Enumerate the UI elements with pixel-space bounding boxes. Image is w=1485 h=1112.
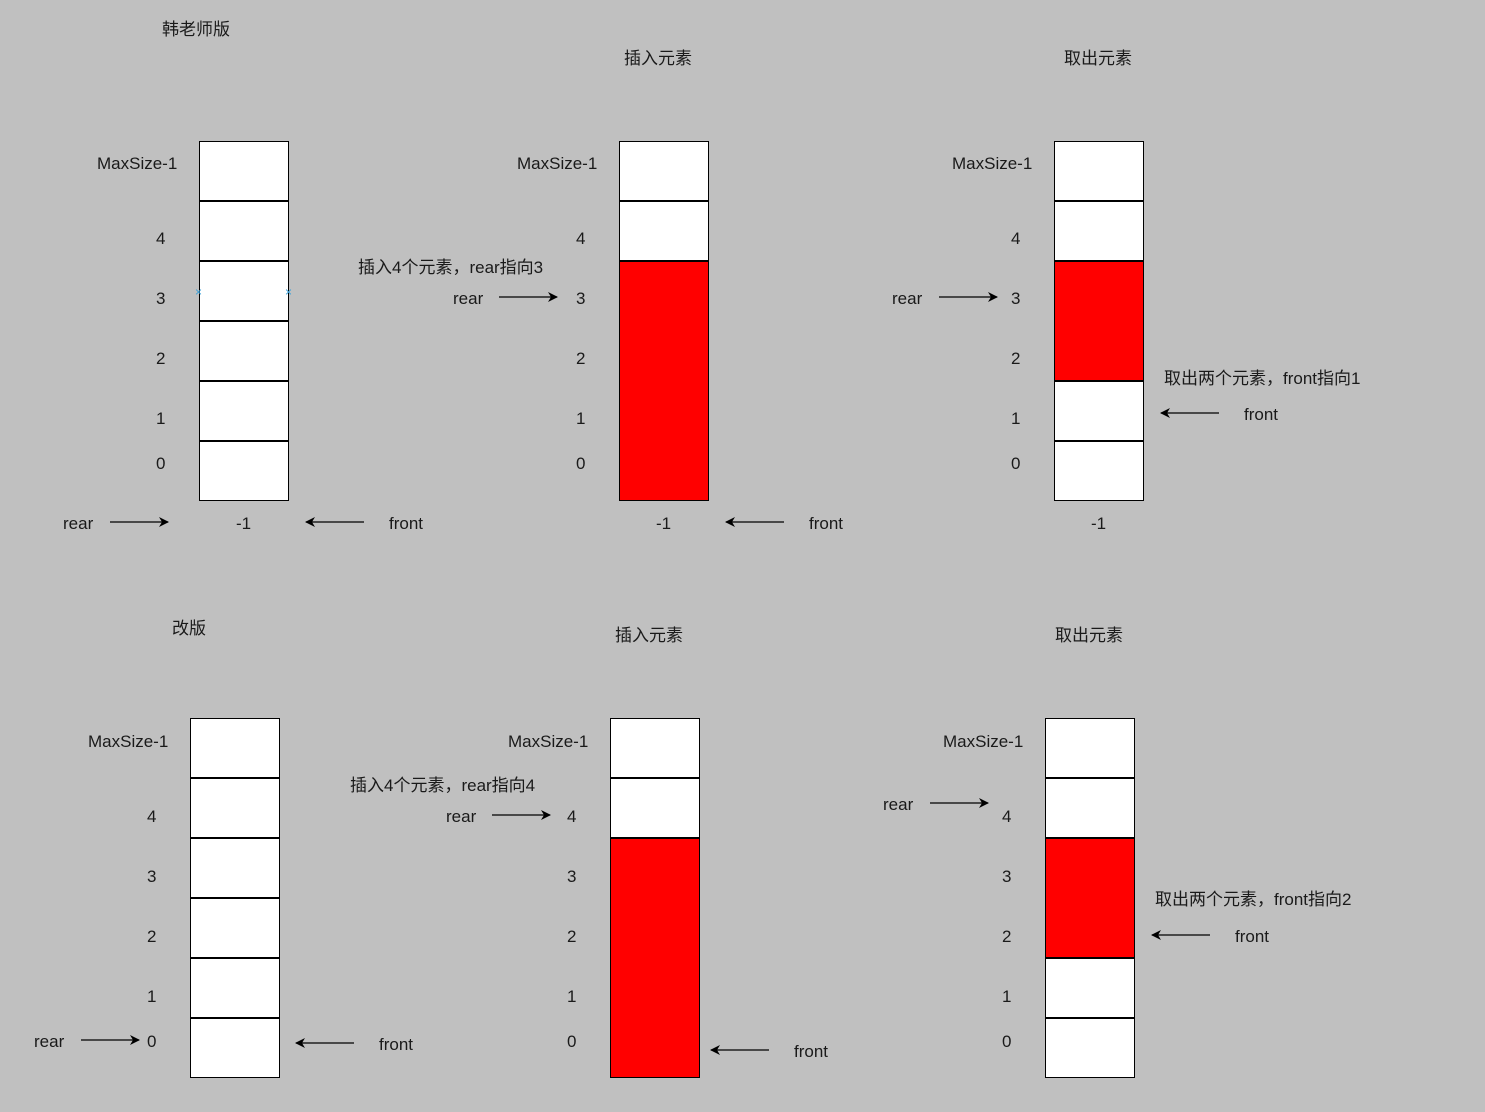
index-label: 4 bbox=[1011, 229, 1021, 248]
index-label: 2 bbox=[567, 927, 577, 946]
queue-cell bbox=[199, 201, 289, 261]
front-label: front bbox=[809, 514, 844, 533]
index-label: 2 bbox=[1011, 349, 1021, 368]
queue-cell bbox=[190, 778, 280, 838]
index-label: 2 bbox=[156, 349, 166, 368]
index-label: MaxSize-1 bbox=[508, 732, 589, 751]
front-label: front bbox=[1235, 927, 1270, 946]
filled-region bbox=[1045, 838, 1135, 958]
insert-note: 插入4个元素，rear指向3 bbox=[358, 258, 544, 277]
index-label: 1 bbox=[1002, 987, 1012, 1006]
index-label: 2 bbox=[147, 927, 157, 946]
index-label: 1 bbox=[1011, 409, 1021, 428]
front-label: front bbox=[1244, 405, 1279, 424]
index-label: 3 bbox=[1002, 867, 1012, 886]
title-revised-version: 改版 bbox=[172, 619, 206, 638]
insert-note: 插入4个元素，rear指向4 bbox=[350, 776, 536, 795]
queue-cell bbox=[190, 898, 280, 958]
queue-cell bbox=[190, 1018, 280, 1078]
connection-point-icon: × bbox=[285, 285, 293, 299]
title-remove-revised: 取出元素 bbox=[1055, 626, 1123, 645]
front-label: front bbox=[389, 514, 424, 533]
queue-cell bbox=[1045, 1018, 1135, 1078]
index-label-minus-one: -1 bbox=[656, 514, 672, 533]
rear-label: rear bbox=[63, 514, 94, 533]
index-label: 0 bbox=[567, 1032, 577, 1051]
index-label: 3 bbox=[147, 867, 157, 886]
queue-cell bbox=[190, 718, 280, 778]
queue-cell bbox=[610, 718, 700, 778]
index-label: 0 bbox=[1011, 454, 1021, 473]
index-label: 4 bbox=[156, 229, 166, 248]
rear-label: rear bbox=[883, 795, 914, 814]
index-label: 0 bbox=[147, 1032, 157, 1051]
index-label: MaxSize-1 bbox=[943, 732, 1024, 751]
remove-note: 取出两个元素，front指向2 bbox=[1155, 890, 1352, 909]
index-label-minus-one: -1 bbox=[1091, 514, 1107, 533]
connection-point-icon: × bbox=[195, 285, 203, 299]
queue-cell bbox=[199, 141, 289, 201]
rear-label: rear bbox=[446, 807, 477, 826]
queue-cell bbox=[1054, 201, 1144, 261]
index-label-minus-one: -1 bbox=[236, 514, 252, 533]
index-label: 1 bbox=[147, 987, 157, 1006]
queue-cell bbox=[190, 838, 280, 898]
queue-cell bbox=[1054, 441, 1144, 501]
index-label: 2 bbox=[576, 349, 586, 368]
front-label: front bbox=[379, 1035, 414, 1054]
filled-region bbox=[1054, 261, 1144, 381]
index-label: 4 bbox=[567, 807, 577, 826]
queue-cell bbox=[619, 141, 709, 201]
queue-cell bbox=[190, 958, 280, 1018]
index-label: 1 bbox=[567, 987, 577, 1006]
queue-cell bbox=[610, 778, 700, 838]
queue-cell bbox=[1045, 778, 1135, 838]
queue-cell bbox=[199, 381, 289, 441]
queue-cell bbox=[199, 261, 289, 321]
rear-label: rear bbox=[892, 289, 923, 308]
index-label: 3 bbox=[576, 289, 586, 308]
title-original-version: 韩老师版 bbox=[162, 20, 230, 39]
filled-region bbox=[610, 838, 700, 1078]
filled-region bbox=[619, 261, 709, 501]
queue-cell bbox=[1045, 718, 1135, 778]
queue-cell bbox=[199, 441, 289, 501]
index-label: 3 bbox=[567, 867, 577, 886]
index-label: MaxSize-1 bbox=[97, 154, 178, 173]
index-label: 1 bbox=[576, 409, 586, 428]
index-label: 4 bbox=[147, 807, 157, 826]
index-label: 3 bbox=[156, 289, 166, 308]
index-label: 4 bbox=[576, 229, 586, 248]
index-label: 3 bbox=[1011, 289, 1021, 308]
index-label: 0 bbox=[156, 454, 166, 473]
queue-cell bbox=[199, 321, 289, 381]
title-insert-revised: 插入元素 bbox=[615, 626, 683, 645]
remove-note: 取出两个元素，front指向1 bbox=[1164, 369, 1361, 388]
title-insert-original: 插入元素 bbox=[624, 49, 692, 68]
queue-cell bbox=[1054, 141, 1144, 201]
index-label: MaxSize-1 bbox=[517, 154, 598, 173]
rear-label: rear bbox=[34, 1032, 65, 1051]
index-label: MaxSize-1 bbox=[88, 732, 169, 751]
index-label: 0 bbox=[1002, 1032, 1012, 1051]
front-label: front bbox=[794, 1042, 829, 1061]
queue-cell bbox=[619, 201, 709, 261]
index-label: 2 bbox=[1002, 927, 1012, 946]
index-label: 1 bbox=[156, 409, 166, 428]
index-label: 0 bbox=[576, 454, 586, 473]
queue-cell bbox=[1054, 381, 1144, 441]
index-label: 4 bbox=[1002, 807, 1012, 826]
index-label: MaxSize-1 bbox=[952, 154, 1033, 173]
rear-label: rear bbox=[453, 289, 484, 308]
title-remove-original: 取出元素 bbox=[1064, 49, 1132, 68]
queue-cell bbox=[1045, 958, 1135, 1018]
